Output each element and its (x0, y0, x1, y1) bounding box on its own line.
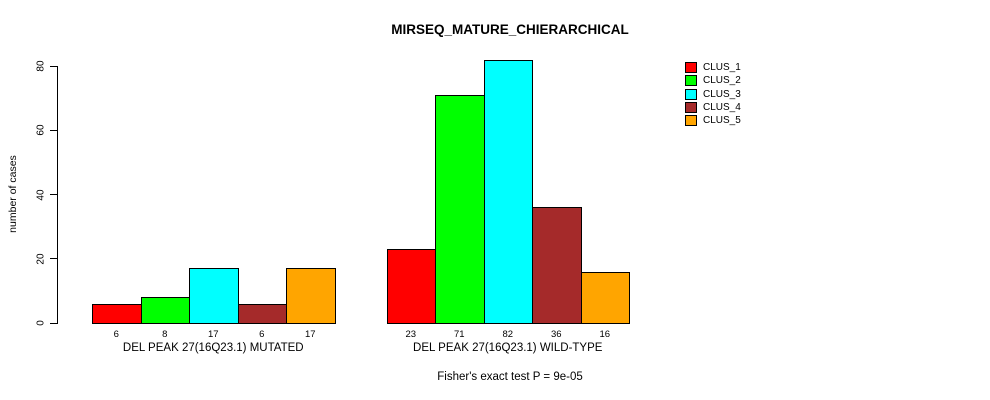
bar-clus_1 (386, 249, 436, 324)
bar-clus_4 (532, 207, 582, 324)
bar-value-label: 82 (502, 329, 514, 340)
legend-color-swatch (685, 115, 697, 127)
bar-value-label: 23 (405, 329, 417, 340)
group-label: DEL PEAK 27(16Q23.1) WILD-TYPE (413, 342, 603, 354)
bar-clus_5 (286, 268, 336, 324)
y-tick-label: 80 (35, 60, 47, 72)
y-axis-line (57, 66, 58, 324)
y-tick-label: 40 (35, 188, 47, 201)
bar-clus_2 (435, 94, 485, 324)
bar-clus_3 (189, 268, 239, 324)
group-label: DEL PEAK 27(16Q23.1) MUTATED (122, 342, 304, 354)
y-tick-mark (50, 258, 57, 260)
bar-value-label: 6 (259, 329, 265, 340)
bar-clus_3 (483, 59, 533, 324)
bar-clus_5 (580, 271, 630, 324)
y-tick-mark (50, 322, 57, 324)
legend-item-clus_5: CLUS_5 (685, 114, 741, 127)
legend-item-clus_4: CLUS_4 (685, 101, 741, 114)
legend: CLUS_1 CLUS_2 CLUS_3 CLUS_4 CLUS_5 (685, 61, 741, 127)
legend-color-swatch (685, 88, 697, 100)
y-tick-label: 60 (35, 124, 47, 136)
legend-label: CLUS_1 (703, 62, 741, 74)
y-tick-label: 20 (35, 253, 47, 265)
legend-item-clus_1: CLUS_1 (685, 61, 741, 74)
legend-label: CLUS_2 (703, 75, 741, 87)
bar-clus_2 (140, 297, 190, 324)
legend-label: CLUS_3 (703, 88, 741, 100)
bar-value-label: 16 (599, 329, 611, 340)
bar-value-label: 17 (207, 329, 219, 340)
legend-color-swatch (685, 62, 697, 74)
legend-label: CLUS_5 (703, 115, 741, 127)
bar-value-label: 6 (113, 329, 119, 340)
legend-color-swatch (685, 102, 697, 114)
bar-clus_4 (237, 303, 287, 324)
y-tick-mark (50, 129, 57, 131)
y-tick-label: 0 (35, 320, 47, 326)
y-axis-label: number of cases (7, 155, 19, 233)
bar-clus_1 (92, 303, 142, 324)
chart-title: MIRSEQ_MATURE_CHIERARCHICAL (391, 22, 629, 37)
legend-item-clus_3: CLUS_3 (685, 88, 741, 101)
legend-color-swatch (685, 75, 697, 87)
bar-value-label: 71 (453, 329, 465, 340)
legend-label: CLUS_4 (703, 102, 741, 114)
bar-value-label: 17 (304, 329, 316, 340)
bar-value-label: 8 (162, 329, 168, 340)
bar-value-label: 36 (550, 329, 562, 340)
fisher-test-footnote: Fisher's exact test P = 9e-05 (437, 371, 583, 383)
y-tick-mark (50, 65, 57, 67)
y-tick-mark (50, 194, 57, 195)
legend-item-clus_2: CLUS_2 (685, 74, 741, 87)
